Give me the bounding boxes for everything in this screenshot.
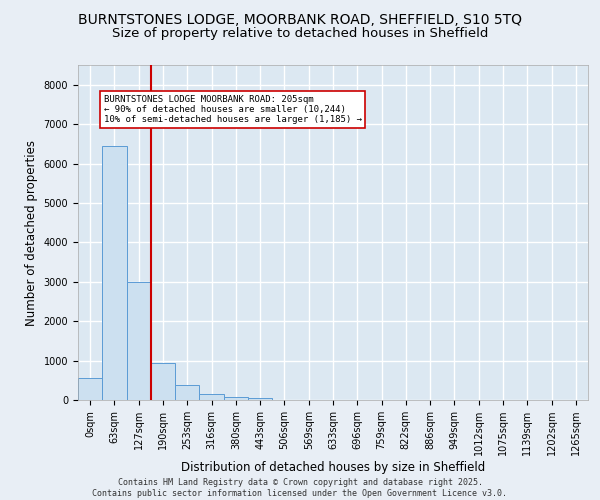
Text: BURNTSTONES LODGE MOORBANK ROAD: 205sqm
← 90% of detached houses are smaller (10: BURNTSTONES LODGE MOORBANK ROAD: 205sqm … xyxy=(104,94,361,124)
Text: BURNTSTONES LODGE, MOORBANK ROAD, SHEFFIELD, S10 5TQ: BURNTSTONES LODGE, MOORBANK ROAD, SHEFFI… xyxy=(78,12,522,26)
X-axis label: Distribution of detached houses by size in Sheffield: Distribution of detached houses by size … xyxy=(181,461,485,474)
Bar xyxy=(248,398,272,400)
Text: Size of property relative to detached houses in Sheffield: Size of property relative to detached ho… xyxy=(112,28,488,40)
Bar xyxy=(127,282,151,400)
Text: Contains HM Land Registry data © Crown copyright and database right 2025.
Contai: Contains HM Land Registry data © Crown c… xyxy=(92,478,508,498)
Y-axis label: Number of detached properties: Number of detached properties xyxy=(25,140,38,326)
Bar xyxy=(151,362,175,400)
Bar xyxy=(102,146,127,400)
Bar xyxy=(199,394,224,400)
Bar xyxy=(224,397,248,400)
Bar xyxy=(78,378,102,400)
Bar xyxy=(175,386,199,400)
